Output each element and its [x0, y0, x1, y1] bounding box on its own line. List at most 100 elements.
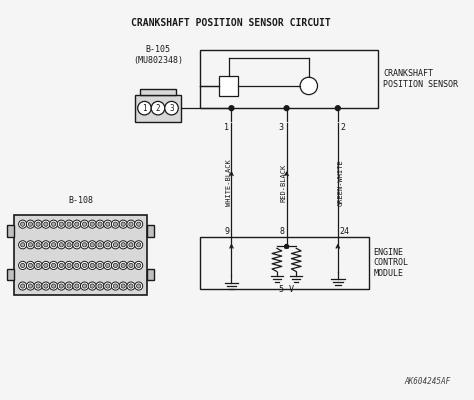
Circle shape [73, 220, 81, 228]
Circle shape [81, 220, 89, 228]
Circle shape [75, 222, 79, 226]
Circle shape [121, 284, 125, 288]
Bar [147, 269, 154, 280]
Circle shape [104, 241, 112, 249]
Circle shape [49, 261, 58, 270]
Bar [200, 50, 378, 108]
Circle shape [36, 263, 40, 268]
Circle shape [137, 222, 141, 226]
Circle shape [20, 243, 25, 247]
Circle shape [119, 220, 127, 228]
Circle shape [106, 243, 110, 247]
Circle shape [88, 282, 96, 290]
Text: GREEN-WHITE: GREEN-WHITE [337, 159, 344, 206]
Circle shape [44, 243, 48, 247]
Circle shape [82, 284, 87, 288]
Circle shape [28, 284, 33, 288]
Circle shape [75, 263, 79, 268]
Circle shape [300, 77, 318, 95]
Circle shape [75, 243, 79, 247]
Circle shape [135, 261, 143, 270]
Circle shape [52, 222, 56, 226]
Circle shape [49, 220, 58, 228]
Circle shape [28, 243, 33, 247]
Circle shape [59, 243, 64, 247]
Circle shape [82, 263, 87, 268]
Circle shape [90, 263, 94, 268]
Circle shape [111, 241, 119, 249]
Circle shape [20, 222, 25, 226]
Circle shape [106, 284, 110, 288]
Circle shape [59, 222, 64, 226]
Circle shape [65, 282, 73, 290]
Circle shape [18, 220, 27, 228]
Bar [7, 225, 14, 237]
Circle shape [151, 101, 165, 115]
Circle shape [135, 241, 143, 249]
Circle shape [52, 243, 56, 247]
Circle shape [82, 243, 87, 247]
Text: 3: 3 [279, 123, 283, 132]
Circle shape [106, 263, 110, 268]
Circle shape [27, 282, 35, 290]
Text: B-105
(MU802348): B-105 (MU802348) [133, 45, 183, 65]
Circle shape [127, 241, 135, 249]
Circle shape [20, 263, 25, 268]
Circle shape [111, 282, 119, 290]
Circle shape [28, 263, 33, 268]
Circle shape [104, 261, 112, 270]
Circle shape [129, 284, 133, 288]
Circle shape [67, 222, 71, 226]
Text: 24: 24 [340, 227, 350, 236]
Circle shape [34, 241, 42, 249]
Circle shape [42, 241, 50, 249]
Circle shape [135, 282, 143, 290]
Circle shape [127, 220, 135, 228]
Circle shape [49, 282, 58, 290]
Circle shape [34, 261, 42, 270]
Circle shape [129, 243, 133, 247]
Circle shape [104, 220, 112, 228]
Circle shape [127, 261, 135, 270]
Circle shape [113, 222, 118, 226]
Circle shape [27, 241, 35, 249]
Circle shape [57, 261, 65, 270]
Circle shape [73, 241, 81, 249]
Circle shape [121, 222, 125, 226]
Circle shape [20, 284, 25, 288]
Circle shape [113, 243, 118, 247]
Circle shape [67, 243, 71, 247]
Circle shape [96, 220, 104, 228]
Circle shape [52, 263, 56, 268]
Bar [14, 216, 147, 295]
Circle shape [44, 222, 48, 226]
Circle shape [336, 106, 340, 110]
Bar [7, 269, 14, 280]
Circle shape [129, 222, 133, 226]
Circle shape [119, 261, 127, 270]
Circle shape [27, 261, 35, 270]
Text: 5 V: 5 V [279, 285, 294, 294]
Text: CRANKSHAFT POSITION SENSOR CIRCUIT: CRANKSHAFT POSITION SENSOR CIRCUIT [131, 18, 330, 28]
Circle shape [111, 220, 119, 228]
Circle shape [81, 261, 89, 270]
Bar [147, 225, 154, 237]
Circle shape [284, 106, 289, 110]
Bar [135, 95, 181, 122]
Bar [219, 76, 238, 96]
Text: AK604245AF: AK604245AF [405, 377, 451, 386]
Circle shape [113, 284, 118, 288]
Circle shape [81, 241, 89, 249]
Text: 2: 2 [155, 104, 160, 113]
Circle shape [34, 220, 42, 228]
Circle shape [90, 284, 94, 288]
Circle shape [98, 284, 102, 288]
Circle shape [127, 282, 135, 290]
Circle shape [42, 220, 50, 228]
Circle shape [106, 222, 110, 226]
Text: ENGINE
CONTROL
MODULE: ENGINE CONTROL MODULE [374, 248, 409, 278]
Circle shape [36, 243, 40, 247]
Circle shape [81, 282, 89, 290]
Circle shape [67, 284, 71, 288]
Circle shape [59, 284, 64, 288]
